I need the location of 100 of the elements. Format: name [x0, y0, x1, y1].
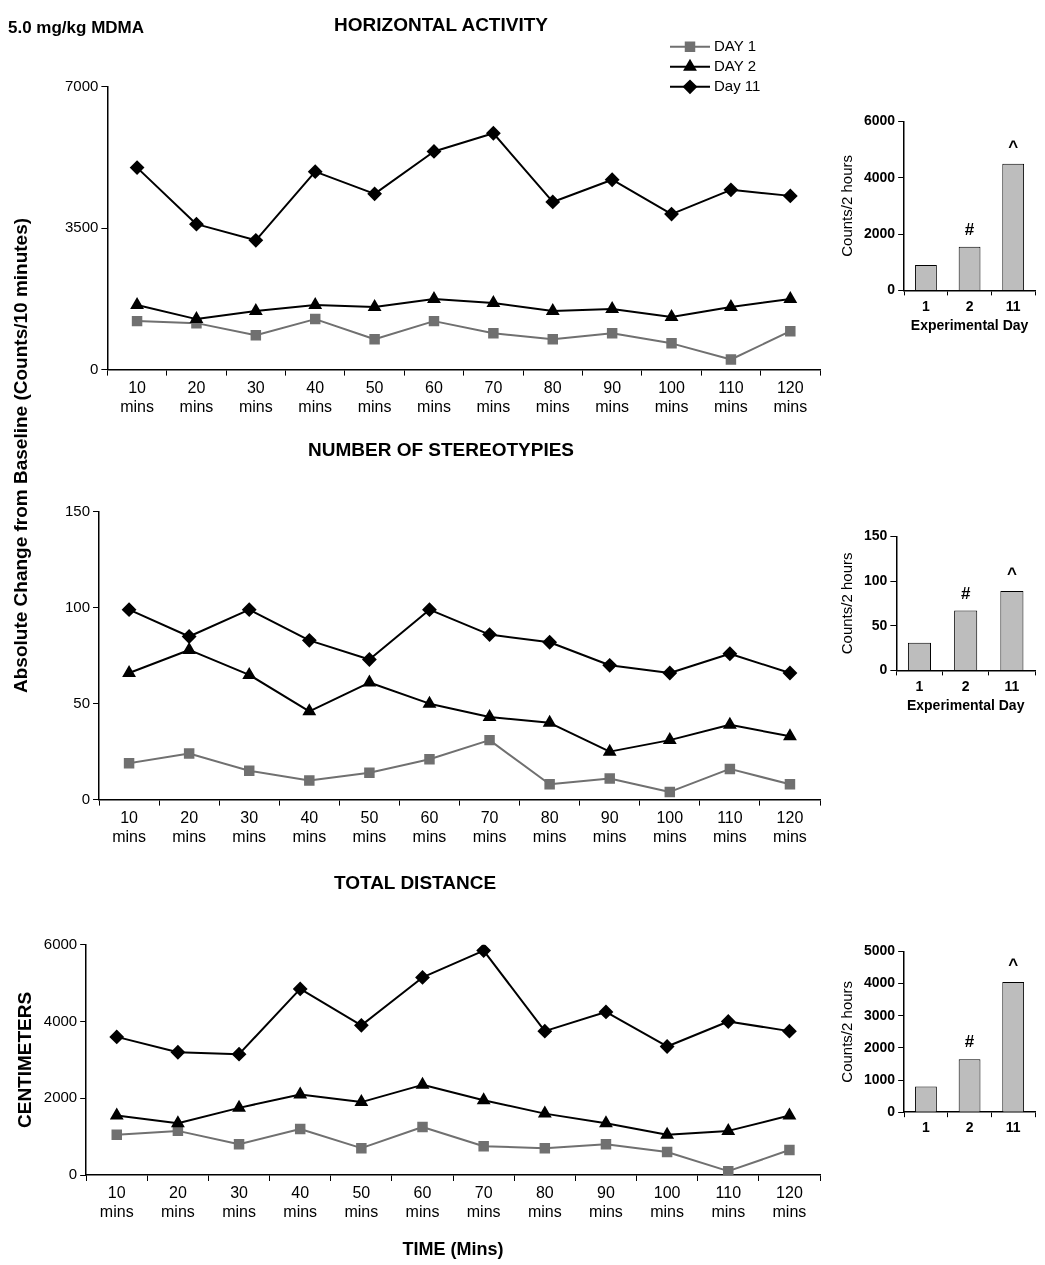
x-tick-label: 1 — [922, 297, 931, 314]
x-axis-title: Experimental Day — [910, 317, 1029, 334]
y-tick-label: 100 — [65, 597, 91, 615]
point — [427, 291, 441, 303]
point — [294, 1087, 307, 1099]
point — [482, 627, 497, 642]
y-tick-label: 4000 — [863, 168, 896, 185]
point — [355, 1095, 368, 1107]
x-axis-title: Experimental Day — [906, 697, 1025, 714]
y-tick-label: 2000 — [43, 1088, 78, 1106]
point — [605, 302, 619, 313]
y-tick-label: 2000 — [863, 1038, 896, 1055]
point — [784, 779, 796, 790]
x-tick-label: 80 mins — [527, 1184, 562, 1221]
x-tick-label: 100 mins — [652, 808, 687, 845]
point — [122, 665, 136, 677]
point — [600, 1139, 612, 1150]
point — [476, 944, 491, 958]
point — [182, 629, 197, 644]
y-tick-label: 2000 — [863, 224, 896, 241]
legend-label: DAY 2 — [714, 56, 756, 74]
point — [356, 1142, 367, 1154]
point — [665, 310, 678, 322]
point — [547, 334, 559, 345]
y-axis-title: CENTIMETERS — [13, 991, 35, 1128]
point — [170, 1045, 185, 1060]
x-tick-label: 60 mins — [405, 1184, 440, 1221]
point — [782, 665, 797, 680]
annotation: ^ — [1008, 136, 1019, 156]
point — [354, 1018, 369, 1033]
x-tick-label: 50 mins — [344, 1184, 379, 1221]
point — [604, 773, 615, 784]
point — [723, 182, 738, 197]
point — [539, 1142, 551, 1154]
point — [660, 1127, 674, 1139]
point — [784, 1144, 795, 1156]
point — [304, 775, 315, 786]
point — [721, 1014, 736, 1029]
point — [302, 633, 317, 648]
x-tick-label: 80 mins — [535, 378, 570, 415]
point — [664, 786, 676, 798]
x-tick-label: 110 mins — [712, 808, 747, 845]
chart-title: NUMBER OF STEREOTYPIES — [307, 438, 575, 460]
point — [293, 981, 308, 996]
point — [543, 715, 556, 727]
point — [723, 717, 737, 729]
x-tick-label: 50 mins — [352, 808, 387, 845]
point — [487, 295, 500, 307]
point — [661, 1146, 673, 1158]
point — [666, 338, 677, 349]
point — [362, 652, 377, 667]
point — [784, 291, 797, 303]
y-tick-label: 6000 — [43, 934, 78, 952]
point — [785, 325, 796, 337]
y-axis-title: Counts/2 hours — [838, 552, 856, 655]
x-tick-label: 90 mins — [589, 1184, 623, 1221]
x-tick-label: 120 mins — [773, 378, 808, 415]
x-tick-label: 100 mins — [654, 378, 689, 415]
y-tick-label: 4000 — [863, 974, 896, 991]
point — [111, 1129, 122, 1140]
point — [722, 1123, 735, 1135]
y-axis-title: Absolute Change from Baseline (Counts/10 minutes) — [10, 216, 32, 695]
point — [189, 217, 204, 232]
y-tick-label: 3500 — [64, 218, 99, 236]
point — [122, 602, 137, 617]
y-tick-label: 0 — [887, 1103, 896, 1120]
annotation: # — [964, 219, 975, 239]
x-tick-label: 80 mins — [532, 808, 567, 845]
point — [424, 754, 435, 765]
annotation: # — [964, 1032, 975, 1052]
point — [368, 299, 381, 311]
point — [598, 1004, 613, 1019]
point — [483, 710, 496, 722]
y-tick-label: 0 — [90, 359, 99, 377]
point — [131, 315, 143, 327]
point — [723, 1165, 734, 1175]
point — [603, 744, 616, 756]
point — [488, 328, 499, 339]
point — [243, 667, 256, 679]
point — [542, 635, 557, 650]
point — [724, 299, 738, 311]
point — [232, 1100, 246, 1112]
point — [602, 658, 617, 673]
point — [537, 1024, 552, 1039]
point — [110, 1108, 123, 1120]
text: 5.0 mg/kg MDMA — [8, 18, 145, 38]
point — [417, 1121, 428, 1133]
point — [477, 1093, 490, 1105]
point — [183, 748, 195, 759]
point — [249, 304, 263, 316]
point — [232, 1047, 247, 1062]
x-tick-label: 2 — [965, 1119, 974, 1136]
y-tick-label: 7000 — [64, 76, 99, 94]
point — [309, 313, 321, 325]
x-tick-label: 120 mins — [773, 808, 807, 845]
x-tick-label: 10 mins — [99, 1184, 134, 1221]
point — [309, 297, 322, 309]
point — [422, 602, 437, 617]
point — [369, 334, 380, 345]
y-tick-label: 5000 — [863, 942, 896, 959]
